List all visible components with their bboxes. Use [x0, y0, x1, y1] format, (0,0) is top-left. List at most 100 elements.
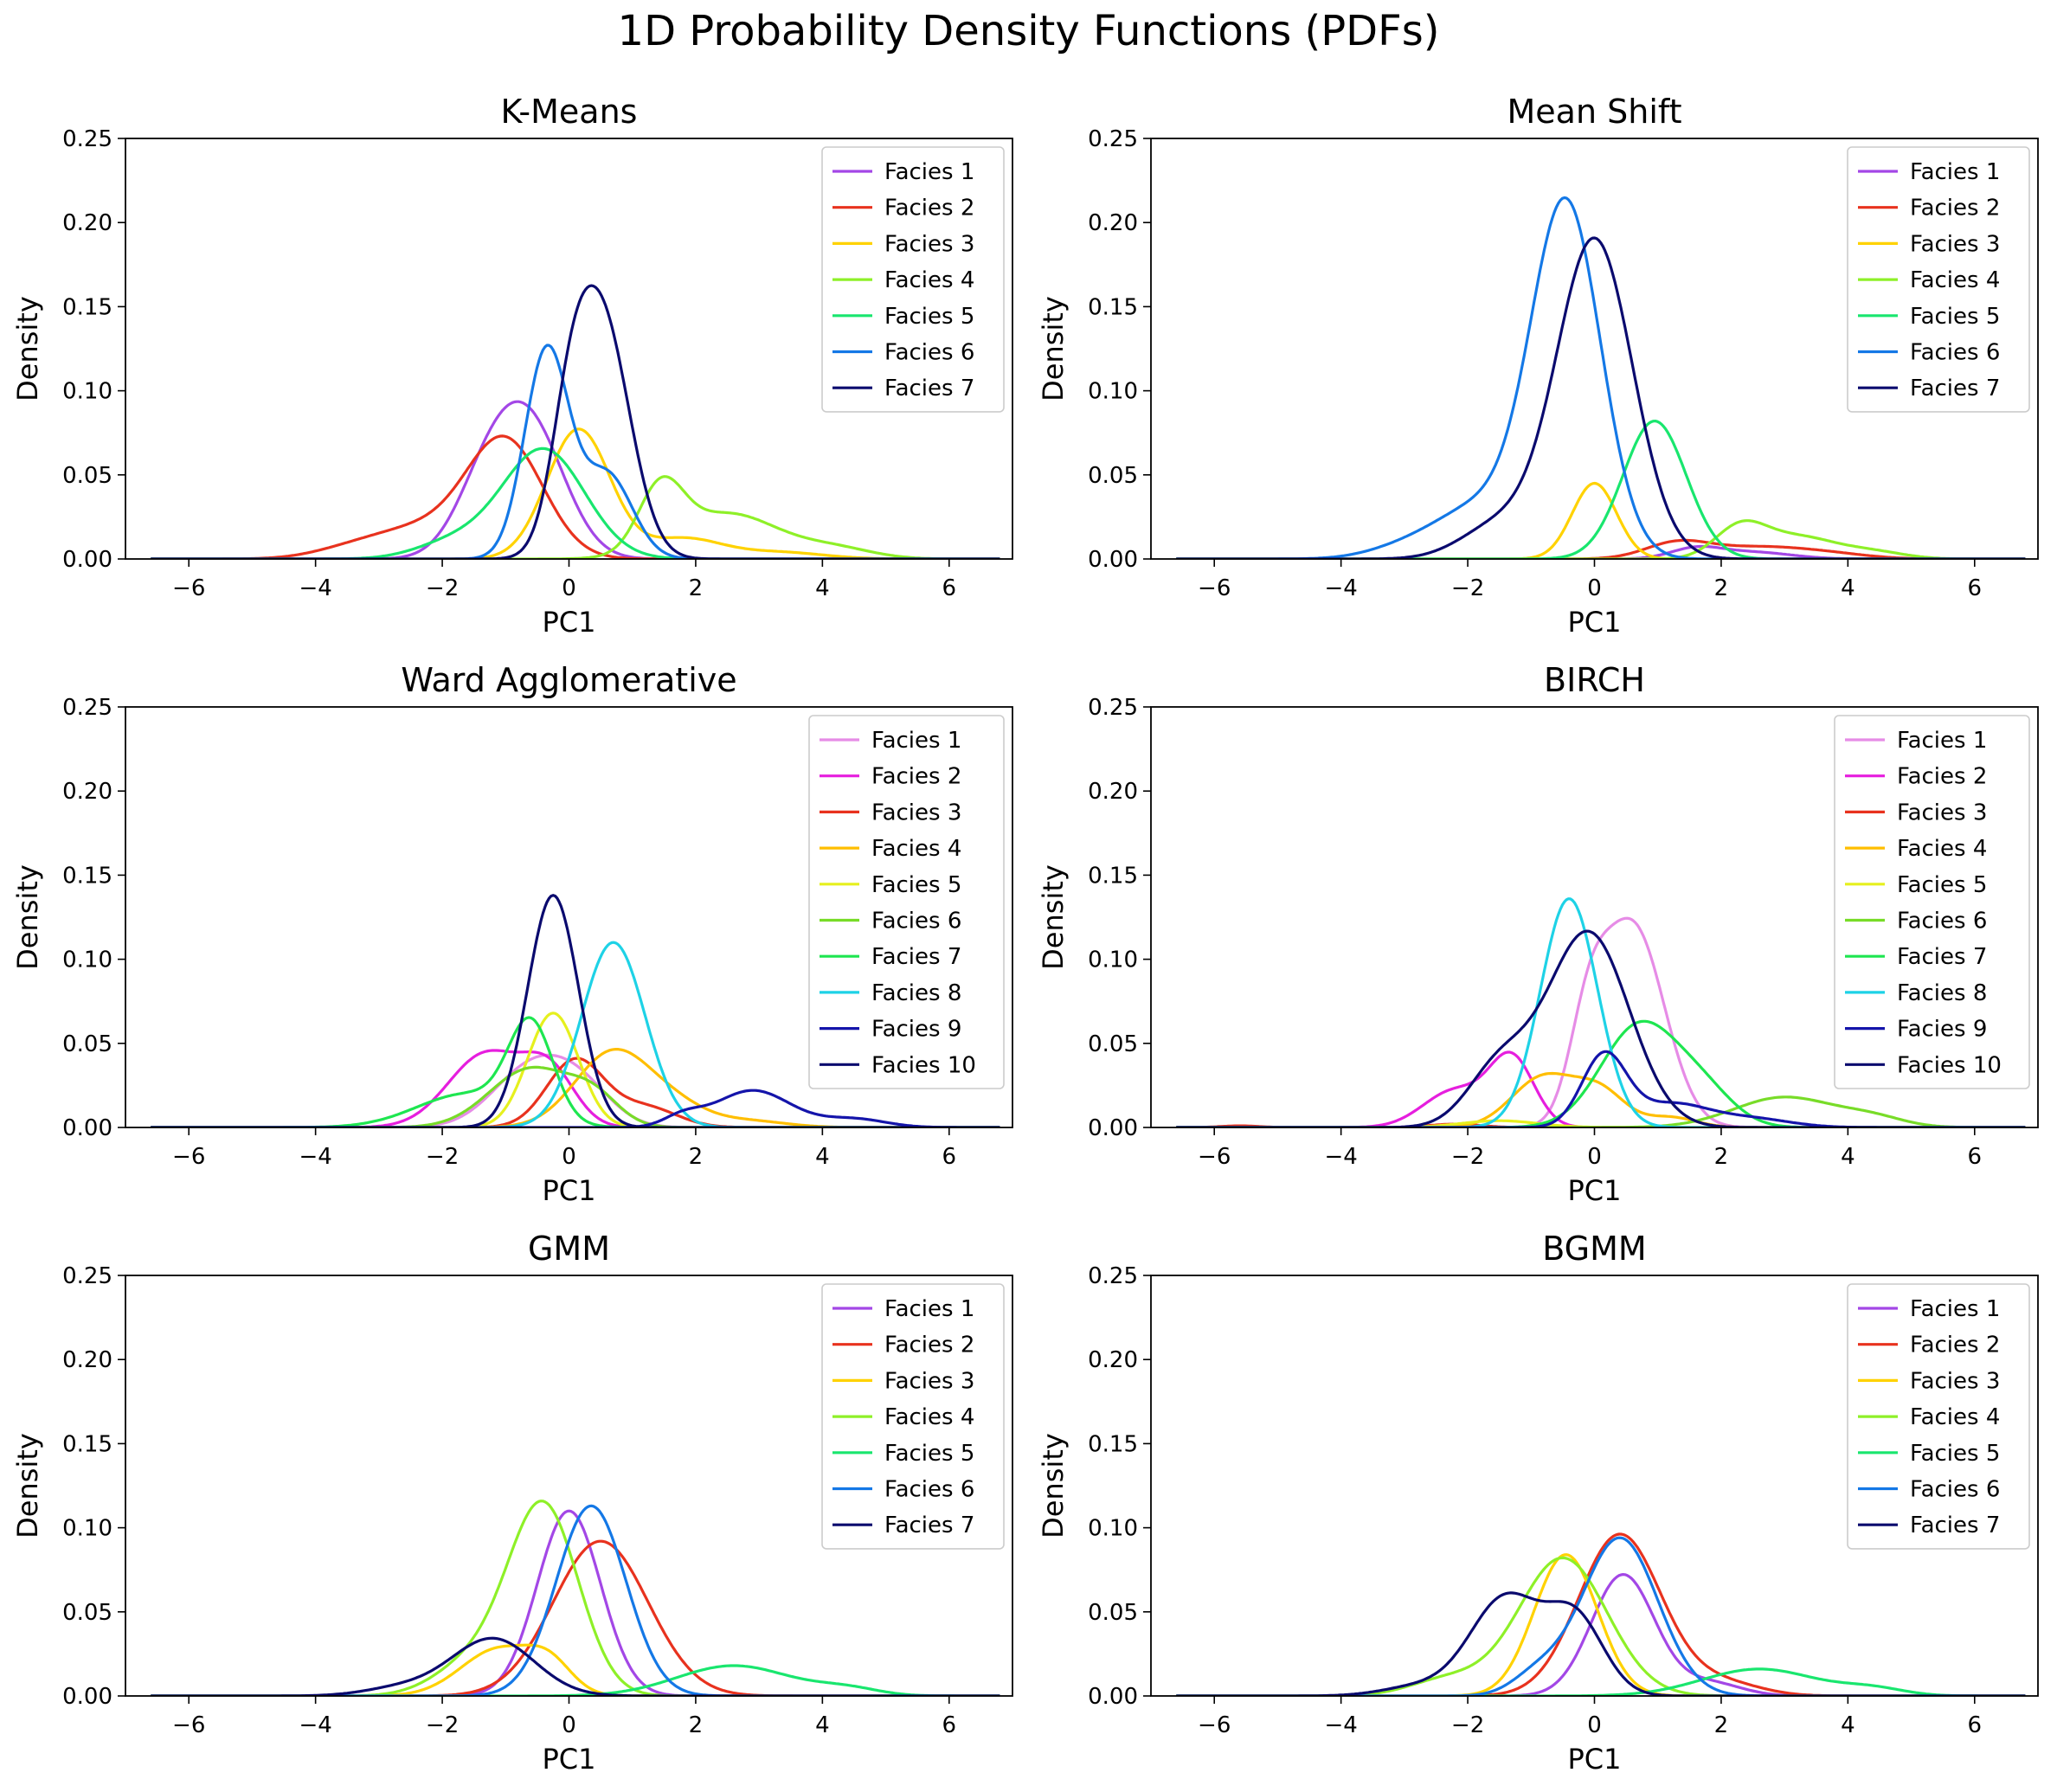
x-axis-label: PC1 [543, 606, 596, 639]
x-tick-label: 6 [942, 1712, 957, 1738]
series-line-facies-4 [151, 475, 1000, 559]
x-tick-label: 4 [1841, 575, 1855, 601]
series-line-facies-1 [1176, 1573, 2026, 1696]
series-line-facies-5 [1176, 1667, 2026, 1696]
x-tick-label: 4 [815, 575, 830, 601]
legend-label: Facies 1 [884, 159, 974, 185]
x-tick-label: 4 [815, 1712, 830, 1738]
x-tick-label: 6 [1968, 1712, 1983, 1738]
x-tick-label: 2 [689, 575, 704, 601]
legend-label: Facies 5 [871, 872, 961, 898]
series-line-facies-4 [151, 1500, 1000, 1696]
y-tick-label: 0.05 [62, 1600, 112, 1626]
x-tick-label: 6 [1968, 1144, 1983, 1170]
legend-label: Facies 6 [884, 340, 974, 366]
x-tick-label: 2 [1714, 1712, 1729, 1738]
legend: Facies 1 Facies 2 Facies 3 Facies 4 Facies 5… [821, 1283, 1005, 1550]
legend-label: Facies 7 [1910, 1513, 2000, 1538]
y-tick-label: 0.00 [62, 547, 112, 573]
y-tick-label: 0.00 [62, 1684, 112, 1710]
y-tick-label: 0.25 [1088, 126, 1138, 152]
x-tick-label: −6 [1198, 1712, 1231, 1738]
series-line-facies-3 [151, 427, 1000, 559]
y-tick-label: 0.15 [1088, 1431, 1138, 1457]
y-tick-label: 0.15 [62, 1431, 112, 1457]
series-line-facies-7 [151, 284, 1000, 559]
series-line-facies-2 [151, 434, 1000, 559]
y-tick-label: 0.00 [1088, 1684, 1138, 1710]
legend: Facies 1 Facies 2 Facies 3 Facies 4 Facies 5… [1834, 715, 2030, 1089]
x-tick-label: 0 [562, 1712, 576, 1738]
legend-label: Facies 6 [1910, 340, 2000, 366]
subplot-title: K-Means [501, 93, 638, 131]
legend-label: Facies 2 [884, 196, 974, 222]
y-tick-label: 0.15 [1088, 863, 1138, 889]
x-tick-label: −4 [1324, 1144, 1357, 1170]
legend-label: Facies 6 [1910, 1477, 2000, 1503]
y-tick-label: 0.10 [62, 947, 112, 973]
x-tick-label: 0 [562, 575, 576, 601]
series-line-facies-4 [1176, 519, 2026, 559]
legend-label: Facies 3 [1897, 800, 1987, 825]
x-tick-label: −2 [426, 575, 459, 601]
x-tick-label: −4 [299, 1712, 331, 1738]
y-tick-label: 0.05 [1088, 463, 1138, 489]
x-tick-label: 2 [1714, 575, 1729, 601]
series-line-facies-10 [151, 894, 1000, 1127]
series-line-facies-3 [151, 1643, 1000, 1696]
legend-label: Facies 4 [884, 267, 974, 293]
y-tick-label: 0.10 [62, 1516, 112, 1542]
legend-label: Facies 5 [1897, 872, 1987, 898]
series-line-facies-6 [1176, 1536, 2026, 1696]
series-line-facies-7 [1176, 236, 2026, 559]
y-tick-label: 0.20 [1088, 1347, 1138, 1373]
series-line-facies-2 [151, 1539, 1000, 1696]
x-tick-label: 0 [1587, 1712, 1602, 1738]
legend-label: Facies 4 [1897, 836, 1987, 862]
legend-label: Facies 2 [1897, 764, 1987, 790]
x-tick-label: −2 [426, 1144, 459, 1170]
y-axis-label: Density [11, 864, 44, 970]
x-tick-label: −6 [172, 575, 205, 601]
legend-label: Facies 5 [1910, 304, 2000, 330]
y-axis-label: Density [11, 296, 44, 401]
legend-label: Facies 1 [871, 728, 961, 754]
legend-label: Facies 3 [871, 800, 961, 825]
series-line-facies-9 [1176, 1050, 2026, 1127]
legend-label: Facies 1 [1910, 1296, 2000, 1322]
legend-label: Facies 9 [871, 1017, 961, 1043]
legend-label: Facies 2 [1910, 196, 2000, 222]
x-tick-label: −2 [1451, 1144, 1484, 1170]
x-tick-label: 0 [1587, 575, 1602, 601]
legend-label: Facies 3 [1910, 231, 2000, 257]
x-tick-label: −6 [1198, 1144, 1231, 1170]
series-line-facies-3 [1176, 1553, 2026, 1696]
y-tick-label: 0.20 [1088, 210, 1138, 236]
subplot-title: Ward Agglomerative [401, 661, 736, 699]
subplot-5: BGMM −6 −4 −2 0 2 4 6 0.00 0.05 0.10 0.15 0.20 0.25 PC… [1037, 1230, 2039, 1776]
y-tick-label: 0.25 [62, 126, 112, 152]
y-tick-label: 0.15 [1088, 294, 1138, 320]
subplot-4: GMM −6 −4 −2 0 2 4 6 0.00 0.05 0.10 0.15 0.20 0.25 PC1… [11, 1230, 1013, 1776]
legend-label: Facies 3 [1910, 1368, 2000, 1394]
x-tick-label: −6 [172, 1712, 205, 1738]
x-tick-label: −4 [299, 1144, 331, 1170]
x-axis-label: PC1 [543, 1743, 596, 1776]
legend-label: Facies 2 [871, 764, 961, 790]
subplot-0: K-Means −6 −4 −2 0 2 4 6 0.00 0.05 0.10 0.15 0.20 0.2… [11, 93, 1013, 639]
legend-label: Facies 2 [884, 1333, 974, 1358]
y-tick-label: 0.20 [62, 779, 112, 805]
legend-label: Facies 5 [884, 304, 974, 330]
legend: Facies 1 Facies 2 Facies 3 Facies 4 Facies 5… [1847, 1283, 2030, 1550]
legend-label: Facies 8 [871, 980, 961, 1006]
y-tick-label: 0.05 [62, 463, 112, 489]
y-tick-label: 0.15 [62, 294, 112, 320]
series-line-facies-5 [151, 1664, 1000, 1696]
legend-label: Facies 3 [884, 1368, 974, 1394]
legend: Facies 1 Facies 2 Facies 3 Facies 4 Facies 5… [821, 146, 1005, 413]
series-line-facies-8 [1176, 897, 2026, 1127]
legend-label: Facies 7 [884, 376, 974, 401]
legend-label: Facies 4 [1910, 1404, 2000, 1430]
legend-label: Facies 4 [1910, 267, 2000, 293]
